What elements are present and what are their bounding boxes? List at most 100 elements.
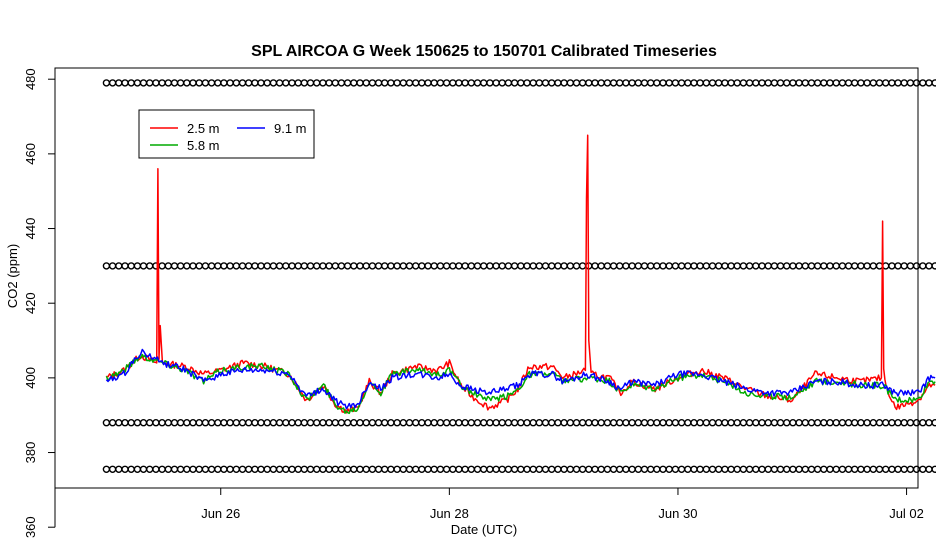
marker-point bbox=[362, 79, 370, 87]
marker-point bbox=[244, 465, 253, 473]
marker-point bbox=[331, 79, 339, 87]
marker-point bbox=[677, 262, 686, 270]
marker-point bbox=[325, 79, 333, 87]
marker-point bbox=[461, 419, 469, 427]
marker-point bbox=[548, 419, 556, 427]
marker-point bbox=[832, 419, 840, 427]
marker-point bbox=[164, 419, 173, 427]
marker-point bbox=[826, 262, 834, 270]
marker-point bbox=[269, 262, 278, 270]
marker-point bbox=[405, 465, 414, 473]
marker-point bbox=[578, 419, 587, 427]
marker-point bbox=[523, 419, 531, 427]
marker-point bbox=[770, 465, 779, 473]
marker-point bbox=[430, 465, 438, 473]
marker-point bbox=[467, 79, 475, 87]
marker-point bbox=[381, 79, 389, 87]
marker-point bbox=[820, 465, 828, 473]
marker-point bbox=[820, 419, 828, 427]
marker-point bbox=[875, 79, 884, 87]
marker-point bbox=[195, 79, 203, 87]
marker-point bbox=[133, 419, 142, 427]
marker-point bbox=[795, 262, 803, 270]
marker-point bbox=[226, 419, 234, 427]
marker-point bbox=[275, 79, 284, 87]
marker-point bbox=[578, 262, 587, 270]
marker-point bbox=[442, 262, 451, 270]
marker-point bbox=[251, 79, 259, 87]
marker-point bbox=[183, 79, 191, 87]
marker-point bbox=[739, 465, 748, 473]
marker-point bbox=[863, 262, 871, 270]
marker-point bbox=[603, 262, 612, 270]
marker-point bbox=[412, 262, 420, 270]
marker-point bbox=[727, 419, 735, 427]
marker-point bbox=[244, 79, 253, 87]
marker-point bbox=[578, 79, 587, 87]
marker-point bbox=[288, 262, 296, 270]
marker-point bbox=[733, 419, 741, 427]
marker-point bbox=[591, 419, 599, 427]
marker-point bbox=[170, 419, 179, 427]
marker-point bbox=[609, 465, 618, 473]
marker-point bbox=[640, 419, 649, 427]
marker-point bbox=[826, 419, 834, 427]
marker-point bbox=[622, 419, 630, 427]
x-tick-label: Jun 26 bbox=[201, 506, 240, 521]
marker-point bbox=[752, 79, 760, 87]
marker-point bbox=[665, 419, 673, 427]
marker-point bbox=[325, 465, 333, 473]
marker-point bbox=[826, 79, 834, 87]
marker-point bbox=[721, 419, 729, 427]
marker-point bbox=[801, 79, 809, 87]
marker-point bbox=[183, 262, 191, 270]
marker-point bbox=[640, 79, 649, 87]
marker-point bbox=[139, 419, 148, 427]
marker-point bbox=[158, 465, 166, 473]
marker-point bbox=[566, 419, 574, 427]
marker-point bbox=[869, 419, 877, 427]
marker-point bbox=[306, 262, 315, 270]
marker-point bbox=[350, 262, 358, 270]
marker-point bbox=[727, 79, 735, 87]
marker-point bbox=[436, 262, 445, 270]
marker-point bbox=[238, 262, 247, 270]
marker-point bbox=[139, 262, 148, 270]
marker-point bbox=[776, 79, 785, 87]
marker-point bbox=[121, 262, 129, 270]
x-tick-label: Jun 28 bbox=[430, 506, 469, 521]
marker-point bbox=[331, 465, 339, 473]
marker-point bbox=[319, 262, 327, 270]
marker-point bbox=[115, 262, 123, 270]
marker-point bbox=[418, 465, 426, 473]
marker-point bbox=[473, 465, 482, 473]
marker-point bbox=[820, 262, 828, 270]
marker-point bbox=[919, 465, 927, 473]
marker-point bbox=[857, 465, 865, 473]
y-axis: 360 380 400 420 440 460 480 bbox=[23, 68, 56, 538]
marker-point bbox=[152, 79, 160, 87]
marker-point bbox=[108, 262, 117, 270]
marker-point bbox=[869, 465, 877, 473]
marker-point bbox=[912, 465, 921, 473]
marker-point bbox=[374, 465, 383, 473]
marker-point bbox=[393, 419, 401, 427]
marker-point bbox=[362, 262, 370, 270]
marker-point bbox=[195, 465, 203, 473]
marker-point bbox=[176, 465, 185, 473]
marker-point bbox=[343, 419, 352, 427]
marker-point bbox=[684, 465, 692, 473]
marker-point bbox=[201, 79, 210, 87]
marker-point bbox=[257, 79, 265, 87]
marker-point bbox=[609, 262, 618, 270]
marker-point bbox=[653, 262, 661, 270]
marker-point bbox=[257, 419, 265, 427]
marker-point bbox=[356, 465, 364, 473]
marker-point bbox=[467, 419, 475, 427]
marker-point bbox=[529, 79, 537, 87]
marker-point bbox=[294, 419, 302, 427]
marker-point bbox=[820, 79, 828, 87]
marker-point bbox=[758, 262, 766, 270]
marker-point bbox=[752, 465, 760, 473]
marker-point bbox=[238, 79, 247, 87]
